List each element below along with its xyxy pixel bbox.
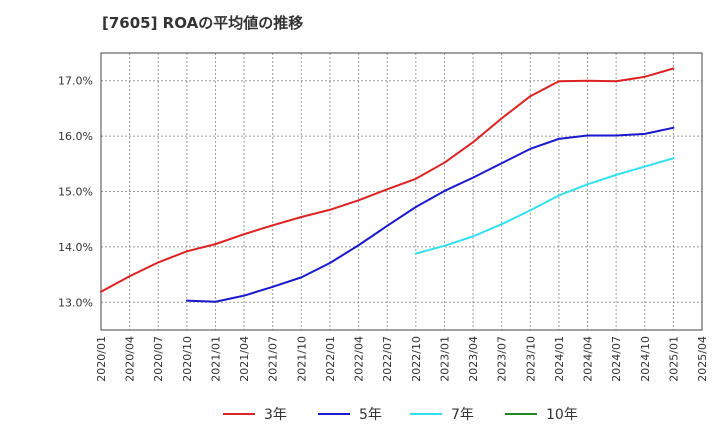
chart-title: [7605] ROAの平均値の推移 — [102, 14, 303, 32]
y-tick-label: 15.0% — [58, 186, 93, 199]
x-tick-label: 2020/10 — [181, 336, 194, 382]
x-tick-label: 2021/07 — [267, 336, 280, 382]
x-tick-label: 2021/10 — [295, 336, 308, 382]
y-tick-label: 17.0% — [58, 75, 93, 88]
x-tick-label: 2020/04 — [124, 336, 137, 382]
legend-label: 3年 — [264, 407, 287, 423]
x-tick-label: 2022/07 — [381, 336, 394, 382]
y-axis-tick-labels: 13.0% 14.0% 15.0% 16.0% 17.0% — [58, 75, 93, 310]
series-line — [185, 126, 675, 303]
x-tick-label: 2024/01 — [553, 336, 566, 382]
x-tick-label: 2023/01 — [438, 336, 451, 382]
x-tick-label: 2023/07 — [496, 336, 509, 382]
x-tick-label: 2024/07 — [610, 336, 623, 382]
series-lines — [100, 67, 675, 303]
grid-lines — [100, 53, 703, 330]
legend-label: 7年 — [451, 407, 474, 423]
y-tick-label: 14.0% — [58, 241, 93, 254]
x-tick-label: 2025/01 — [667, 336, 680, 382]
x-tick-label: 2025/04 — [696, 336, 709, 382]
x-tick-label: 2020/07 — [152, 336, 165, 382]
x-axis-tick-labels: 2020/01 2020/04 2020/07 2020/10 2021/01 2021/… — [95, 336, 709, 382]
x-tick-label: 2021/04 — [238, 336, 251, 382]
series-line — [100, 67, 675, 293]
x-tick-label: 2024/04 — [582, 336, 595, 382]
x-tick-label: 2023/04 — [467, 336, 480, 382]
x-tick-label: 2022/01 — [324, 336, 337, 382]
x-tick-label: 2022/10 — [410, 336, 423, 382]
legend-label: 10年 — [546, 407, 578, 423]
legend: 3年 5年 7年 10年 — [223, 407, 578, 423]
legend-label: 5年 — [359, 407, 382, 423]
x-tick-label: 2023/10 — [524, 336, 537, 382]
series-line — [414, 157, 675, 255]
x-tick-label: 2024/10 — [639, 336, 652, 382]
y-tick-label: 13.0% — [58, 296, 93, 309]
x-tick-label: 2020/01 — [95, 336, 108, 382]
y-tick-label: 16.0% — [58, 130, 93, 143]
x-tick-label: 2021/01 — [209, 336, 222, 382]
x-tick-label: 2022/04 — [353, 336, 366, 382]
plot-area-frame — [100, 52, 703, 331]
